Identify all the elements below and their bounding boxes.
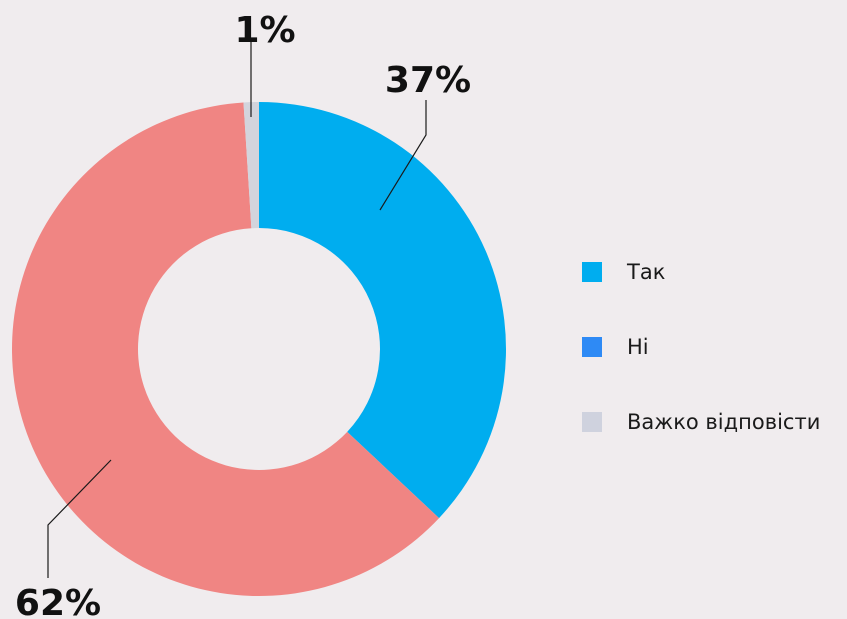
value-label-no: 62%	[15, 583, 101, 619]
slice-yes	[259, 102, 506, 519]
legend-item-hard-to-say: Важко відповісти	[582, 408, 820, 436]
leader-line-no	[47, 459, 112, 578]
legend-swatch-yes	[582, 262, 602, 282]
legend-label-no: Ні	[627, 335, 649, 359]
slice-hard-to-say	[243, 102, 259, 229]
legend-item-no: Ні	[582, 333, 820, 361]
legend: Так Ні Важко відповісти	[582, 258, 820, 483]
value-label-yes: 37%	[385, 60, 471, 101]
value-label-hard-to-say: 1%	[234, 10, 295, 51]
slice-no	[12, 102, 440, 596]
legend-label-yes: Так	[627, 260, 666, 284]
legend-item-yes: Так	[582, 258, 820, 286]
legend-swatch-no	[582, 337, 602, 357]
leader-line-yes	[379, 100, 427, 211]
legend-label-hard-to-say: Важко відповісти	[627, 410, 821, 434]
legend-swatch-hard-to-say	[582, 412, 602, 432]
